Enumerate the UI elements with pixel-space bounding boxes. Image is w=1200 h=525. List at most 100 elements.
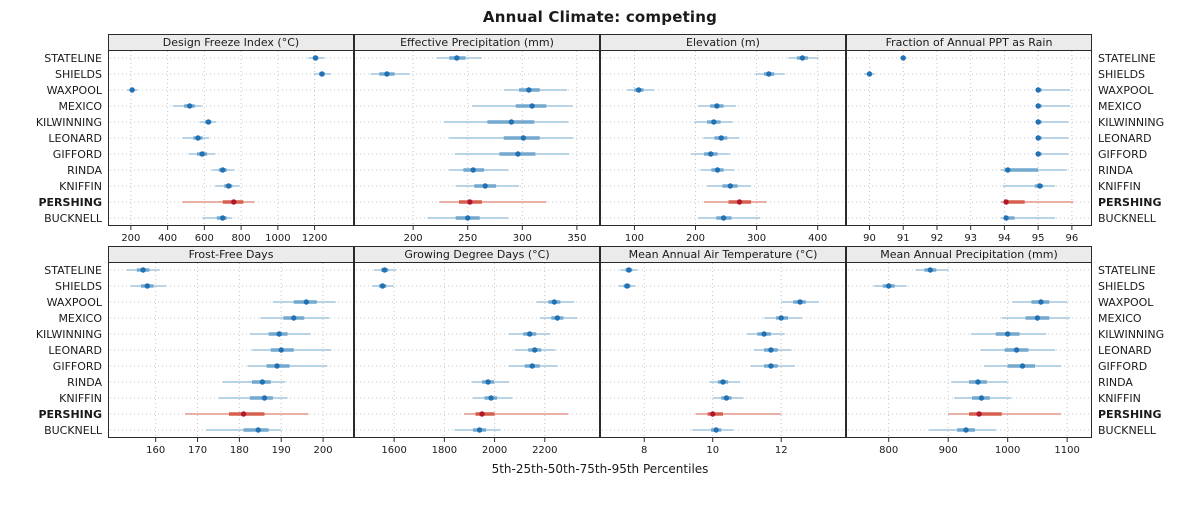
trellis-row: STATELINE SHIELDS WAXPOOL MEXICO KILWINNING L…: [0, 246, 1200, 458]
panel-border: [846, 50, 1092, 226]
panel-strip: Elevation (m): [600, 34, 846, 50]
station-label: GIFFORD: [1098, 148, 1148, 161]
panel-mean-annual-air-temperature-c: Mean Annual Air Temperature (°C) 8 10 12: [600, 246, 846, 458]
panel-plot: 200 250 300 350: [354, 50, 600, 244]
median-dot: [199, 151, 205, 157]
tick-label: 1100: [1054, 445, 1079, 456]
median-dot: [488, 395, 494, 401]
median-dot: [479, 411, 485, 417]
median-dot: [711, 119, 717, 125]
tick-label: 8: [641, 445, 647, 456]
panel-plot: 800 900 1000 1100: [846, 262, 1092, 456]
station-label: MEXICO: [1098, 100, 1142, 113]
station-label: BUCKNELL: [44, 212, 102, 225]
tick-label: 900: [939, 445, 958, 456]
median-dot: [529, 363, 535, 369]
tick-label: 200: [314, 445, 333, 456]
tick-label: 200: [121, 233, 140, 244]
median-dot: [714, 167, 721, 173]
station-label: RINDA: [67, 376, 102, 389]
station-label: KILWINNING: [35, 116, 102, 129]
median-dot: [768, 347, 774, 353]
median-dot: [975, 379, 981, 385]
median-dot: [1035, 103, 1041, 109]
station-label: RINDA: [67, 164, 102, 177]
tick-label: 93: [964, 233, 977, 244]
trellis-row: STATELINE SHIELDS WAXPOOL MEXICO KILWINNING L…: [0, 34, 1200, 246]
median-dot: [1019, 363, 1026, 369]
panel-border: [354, 50, 600, 226]
median-dot: [465, 215, 471, 221]
panel-strip: Frost-Free Days: [108, 246, 354, 262]
panel-group: Frost-Free Days 160 170 180 190 200 Growing De…: [108, 246, 1092, 458]
panel-strip: Design Freeze Index (°C): [108, 34, 354, 50]
median-dot: [278, 347, 284, 353]
panel-border: [846, 262, 1092, 438]
tick-label: 800: [232, 233, 251, 244]
median-dot: [963, 427, 969, 433]
panel-plot: 100 200 300 400: [600, 50, 846, 244]
median-dot: [797, 299, 803, 305]
median-dot: [900, 55, 906, 61]
panel-border: [600, 50, 846, 226]
station-labels-right: STATELINE SHIELDS WAXPOOL MEXICO KILWINNING L…: [1092, 246, 1192, 439]
station-label: KNIFFIN: [1098, 392, 1141, 405]
tick-label: 90: [863, 233, 876, 244]
station-label: KILWINNING: [35, 328, 102, 341]
station-label: KILWINNING: [1098, 116, 1165, 129]
tick-label: 800: [879, 445, 898, 456]
station-label: WAXPOOL: [1098, 296, 1154, 309]
tick-label: 1600: [381, 445, 406, 456]
station-label: PERSHING: [1098, 408, 1162, 421]
median-dot: [515, 151, 521, 157]
station-labels-left: STATELINE SHIELDS WAXPOOL MEXICO KILWINNING L…: [8, 34, 108, 227]
median-dot: [319, 71, 325, 77]
median-dot: [768, 363, 774, 369]
station-label: STATELINE: [1098, 264, 1156, 277]
chart-title: Annual Climate: competing: [482, 8, 718, 26]
station-labels-left: STATELINE SHIELDS WAXPOOL MEXICO KILWINNING L…: [8, 246, 108, 439]
axis-caption: 5th-25th-50th-75th-95th Percentiles: [491, 462, 709, 476]
median-dot: [225, 183, 232, 189]
panel-border: [354, 262, 600, 438]
station-label: WAXPOOL: [46, 296, 102, 309]
tick-label: 100: [625, 233, 644, 244]
station-label: LEONARD: [48, 344, 102, 357]
tick-label: 1000: [995, 445, 1020, 456]
median-dot: [727, 183, 734, 189]
median-dot: [976, 411, 982, 417]
station-label: GIFFORD: [1098, 360, 1148, 373]
panel-growing-degree-days-c: Growing Degree Days (°C) 1600 1800 2000 2200: [354, 246, 600, 458]
median-dot: [736, 199, 743, 205]
median-dot: [526, 87, 532, 93]
median-dot: [467, 199, 473, 205]
median-dot: [205, 119, 212, 125]
panel-border: [108, 50, 354, 226]
station-label: WAXPOOL: [46, 84, 102, 97]
median-dot: [520, 135, 527, 141]
station-label: MEXICO: [58, 100, 102, 113]
station-label: PERSHING: [38, 196, 102, 209]
median-dot: [454, 55, 460, 61]
tick-label: 92: [931, 233, 944, 244]
median-dot: [866, 71, 873, 77]
median-dot: [186, 103, 193, 109]
tick-label: 350: [567, 233, 586, 244]
median-dot: [978, 395, 985, 401]
median-dot: [1037, 183, 1043, 189]
tick-label: 200: [404, 233, 423, 244]
tick-label: 95: [1032, 233, 1045, 244]
trellis-grid: STATELINE SHIELDS WAXPOOL MEXICO KILWINNING L…: [0, 34, 1200, 458]
panel-strip: Mean Annual Precipitation (mm): [846, 246, 1092, 262]
median-dot: [1003, 215, 1009, 221]
median-dot: [723, 395, 730, 401]
station-label: SHIELDS: [1098, 280, 1146, 293]
median-dot: [554, 315, 561, 321]
median-dot: [527, 331, 533, 337]
station-label: MEXICO: [1098, 312, 1142, 325]
median-dot: [551, 299, 558, 305]
median-dot: [220, 215, 226, 221]
median-dot: [713, 427, 719, 433]
panel-strip: Effective Precipitation (mm): [354, 34, 600, 50]
